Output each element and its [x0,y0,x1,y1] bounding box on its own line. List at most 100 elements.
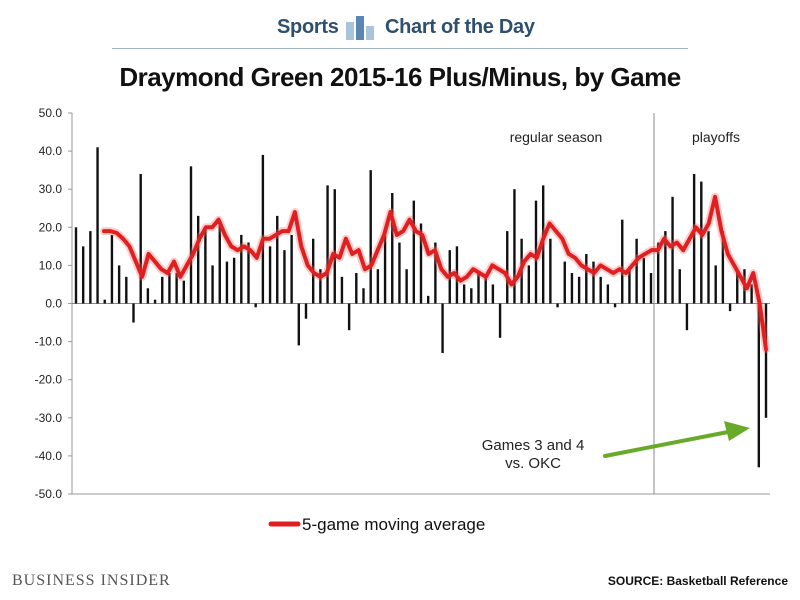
bar [326,185,329,304]
bar [319,269,322,304]
bar [721,231,725,304]
bar [750,284,753,304]
region-label-playoffs: playoffs [692,129,740,145]
bar [484,276,487,304]
bar [290,234,293,304]
bar [426,295,430,304]
bar [599,276,602,304]
bar [369,170,372,304]
bar [89,231,92,304]
y-tick-label: -40.0 [35,449,63,463]
y-tick-label: 0.0 [45,297,62,311]
bar [110,234,114,304]
bar [254,303,257,308]
header: Sports Chart of the Day [0,0,800,60]
bar [376,269,380,304]
bar [549,238,552,304]
bar [240,234,243,304]
bar [613,303,617,308]
source-note: SOURCE: Basketball Reference [607,574,788,588]
bar [261,154,265,304]
bar [671,196,674,304]
bar [398,242,401,304]
bar [189,166,193,304]
bar [506,231,509,304]
bar [182,280,186,304]
bar [161,276,164,304]
y-tick-label: -20.0 [35,373,63,387]
bar [218,223,221,304]
bar [132,303,135,323]
bar [764,303,768,418]
bar [700,181,703,304]
bar [412,200,416,304]
bar [728,303,732,312]
bar [577,276,581,304]
annotation-arrow-head [724,421,750,441]
bar [477,273,480,304]
legend-label: 5-game moving average [302,515,485,534]
bar [462,284,466,304]
brand-logo-text: BUSINESS INSIDER [12,572,171,589]
bar [649,273,653,304]
bar [513,189,516,304]
bar [628,269,631,304]
bar [153,299,157,304]
moving-average-line [102,194,768,352]
bar [304,303,308,319]
bar [383,231,387,304]
bar [340,276,344,304]
bar [757,303,761,468]
bar [563,261,566,304]
region-label-regular-season: regular season [510,129,603,145]
bar [283,250,286,304]
bar [232,257,236,304]
bar [146,288,150,304]
bar [211,265,214,304]
bar [333,189,336,304]
bar [196,215,200,304]
bar [81,246,85,304]
bar [247,242,250,304]
chart-title: Draymond Green 2015-16 Plus/Minus, by Ga… [119,62,681,92]
y-tick-label: -50.0 [35,487,63,501]
bar [692,173,696,304]
y-tick-label: 20.0 [39,220,63,234]
bar [139,173,142,304]
bar [621,219,624,304]
bar [225,261,229,304]
bar [405,269,408,304]
bar [534,200,538,304]
bar [685,303,689,331]
bar [635,238,638,304]
y-tick-label: 30.0 [39,182,63,196]
y-tick-label: -10.0 [35,335,63,349]
header-chart-of-day-label: Chart of the Day [385,16,535,38]
bar [642,257,646,304]
bar [707,231,710,304]
y-tick-label: -30.0 [35,411,63,425]
bar [347,303,351,331]
bar [434,242,437,304]
bar [678,269,681,304]
bar [204,227,207,304]
bar [355,273,358,304]
header-sports-label: Sports [277,16,339,38]
bar [175,273,178,304]
bar [556,303,559,308]
bar [391,193,394,304]
bar [491,284,495,304]
chart-logo-icon [346,16,374,40]
bar [168,273,171,304]
bar [606,284,610,304]
bar [592,261,595,304]
bar [441,303,444,354]
annotation-arrow-shaft [603,430,730,458]
bar [498,303,502,338]
bar [297,303,301,346]
bar [125,276,128,304]
bar [527,265,531,304]
bar [570,273,574,304]
bar [362,288,365,304]
